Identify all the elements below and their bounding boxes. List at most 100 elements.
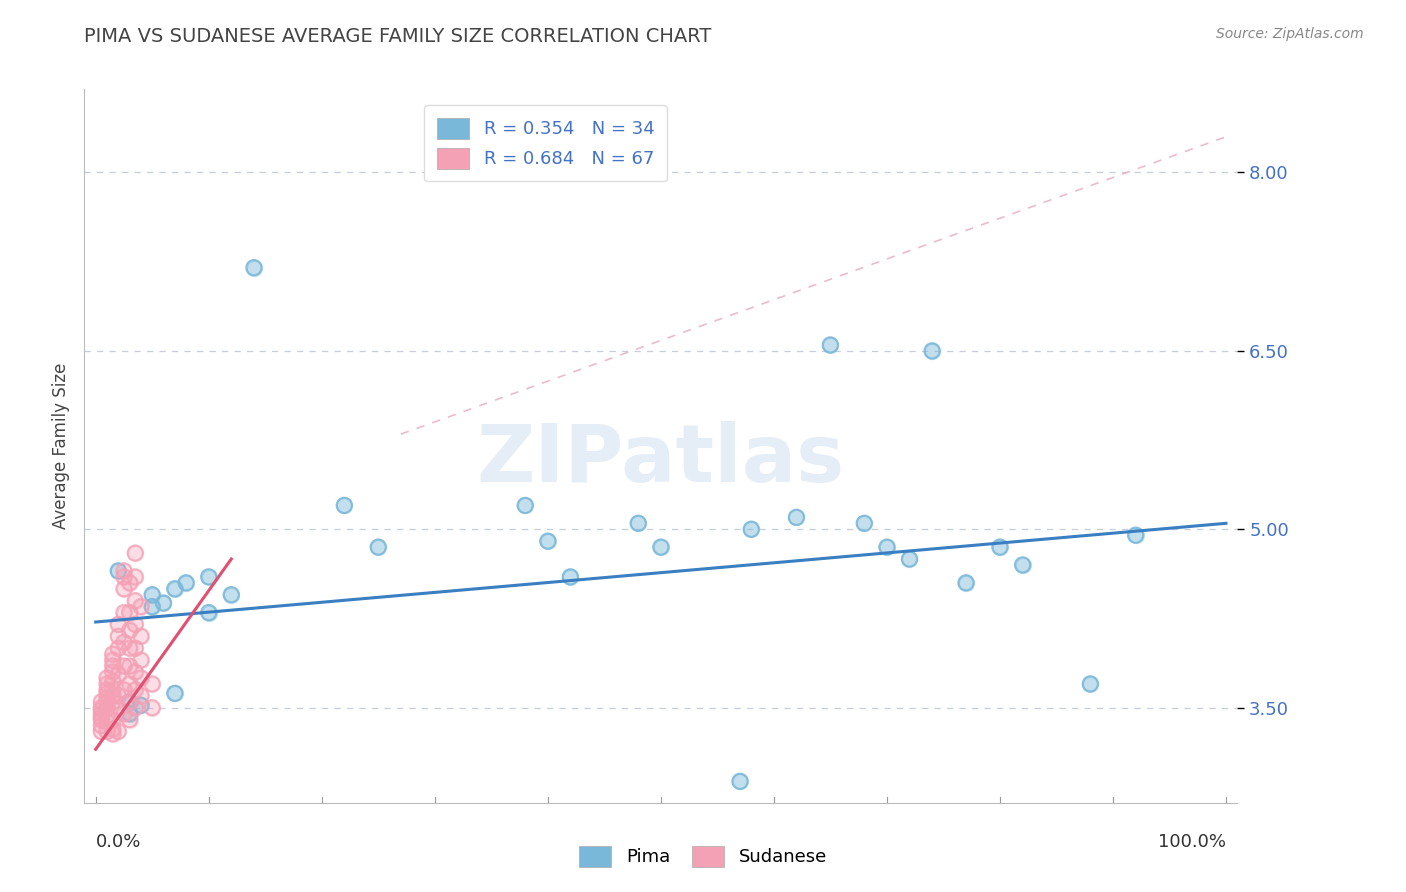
Point [876, 540, 898, 554]
Point [96, 724, 118, 739]
Point [112, 582, 135, 596]
Point [367, 540, 389, 554]
Point [112, 564, 135, 578]
Point [107, 689, 129, 703]
Point [124, 682, 146, 697]
Point [197, 570, 219, 584]
Point [650, 540, 672, 554]
Point [820, 338, 842, 352]
Point [90, 695, 112, 709]
Point [90, 700, 112, 714]
Point [101, 665, 124, 679]
Point [118, 641, 141, 656]
Point [112, 606, 135, 620]
Point [367, 540, 389, 554]
Point [124, 682, 146, 697]
Point [112, 570, 135, 584]
Point [101, 653, 124, 667]
Point [243, 260, 266, 275]
Point [90, 713, 112, 727]
Point [163, 686, 186, 700]
Point [124, 665, 146, 679]
Point [118, 695, 141, 709]
Point [101, 713, 124, 727]
Point [96, 710, 118, 724]
Point [90, 718, 112, 732]
Point [129, 629, 152, 643]
Point [124, 593, 146, 607]
Point [112, 706, 135, 721]
Point [853, 516, 876, 531]
Point [118, 624, 141, 638]
Point [90, 710, 112, 724]
Point [560, 570, 582, 584]
Point [627, 516, 650, 531]
Legend: R = 0.354   N = 34, R = 0.684   N = 67: R = 0.354 N = 34, R = 0.684 N = 67 [425, 105, 666, 181]
Point [333, 499, 356, 513]
Point [118, 695, 141, 709]
Point [96, 714, 118, 729]
Point [96, 671, 118, 685]
Point [141, 588, 163, 602]
Point [90, 695, 112, 709]
Point [124, 700, 146, 714]
Point [101, 695, 124, 709]
Point [118, 706, 141, 721]
Text: Source: ZipAtlas.com: Source: ZipAtlas.com [1216, 27, 1364, 41]
Point [112, 606, 135, 620]
Point [107, 700, 129, 714]
Point [101, 659, 124, 673]
Point [740, 522, 762, 536]
Point [141, 588, 163, 602]
Point [112, 582, 135, 596]
Point [898, 552, 921, 566]
Point [141, 599, 163, 614]
Point [876, 540, 898, 554]
Point [141, 599, 163, 614]
Point [101, 647, 124, 661]
Point [112, 635, 135, 649]
Point [107, 617, 129, 632]
Point [107, 667, 129, 681]
Point [107, 700, 129, 714]
Point [112, 659, 135, 673]
Point [537, 534, 560, 549]
Point [118, 575, 141, 590]
Point [107, 564, 129, 578]
Point [101, 722, 124, 736]
Point [90, 703, 112, 717]
Point [96, 671, 118, 685]
Point [96, 700, 118, 714]
Point [124, 700, 146, 714]
Point [96, 682, 118, 697]
Point [129, 629, 152, 643]
Point [988, 540, 1011, 554]
Point [112, 635, 135, 649]
Point [163, 686, 186, 700]
Point [118, 659, 141, 673]
Point [129, 599, 152, 614]
Point [515, 499, 537, 513]
Point [163, 582, 186, 596]
Point [107, 629, 129, 643]
Point [107, 641, 129, 656]
Point [129, 599, 152, 614]
Point [955, 575, 977, 590]
Point [728, 774, 751, 789]
Point [101, 695, 124, 709]
Point [90, 710, 112, 724]
Point [101, 689, 124, 703]
Point [96, 695, 118, 709]
Point [118, 677, 141, 691]
Text: 100.0%: 100.0% [1159, 832, 1226, 851]
Text: ZIPatlas: ZIPatlas [477, 421, 845, 500]
Point [96, 700, 118, 714]
Point [90, 713, 112, 727]
Point [96, 691, 118, 706]
Point [107, 629, 129, 643]
Point [124, 570, 146, 584]
Point [118, 659, 141, 673]
Point [221, 588, 243, 602]
Point [197, 570, 219, 584]
Point [90, 706, 112, 721]
